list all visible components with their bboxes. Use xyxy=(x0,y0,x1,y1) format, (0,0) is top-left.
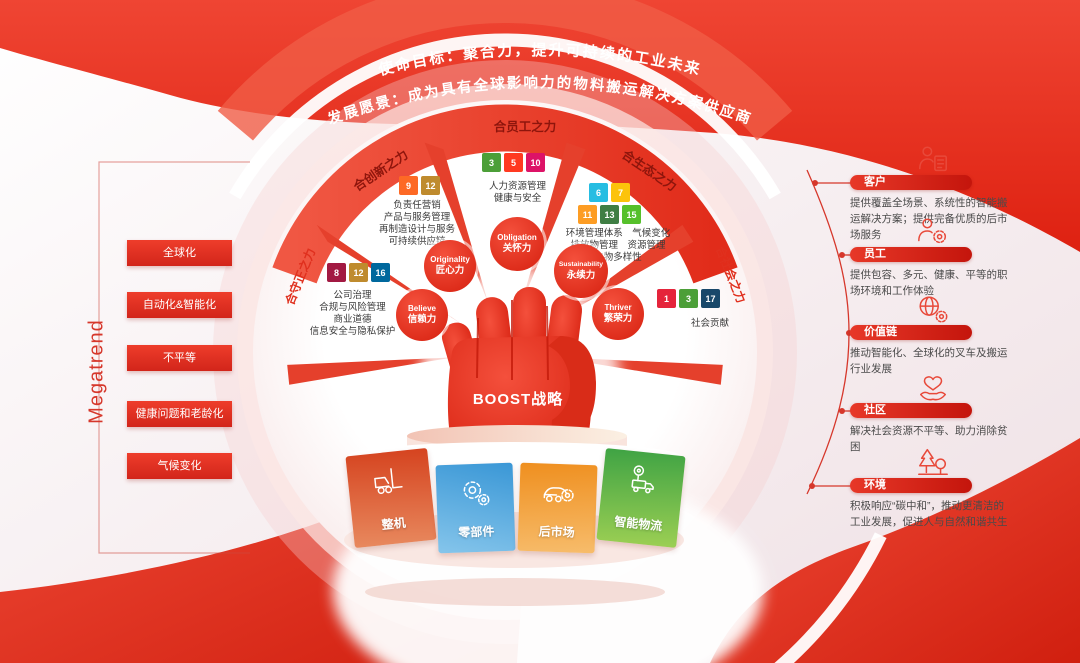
sdg-tile: 7 xyxy=(611,183,630,202)
stakeholder-pill-employee: 员工 xyxy=(850,247,972,262)
sdg-tile: 17 xyxy=(701,289,720,308)
pedestal-segment-parts: 零部件 xyxy=(435,462,516,554)
car-gear-icon xyxy=(543,487,574,503)
sector-text-employee: 人力资源管理 健康与安全 xyxy=(488,181,546,204)
megatrend-bracket xyxy=(98,161,250,554)
bottom-right-swoosh xyxy=(710,438,1080,663)
stakeholder-desc-community: 解决社会资源不平等、助力消除贫困 xyxy=(850,425,1008,453)
power-circle-originality: Originality 匠心力 xyxy=(424,240,476,292)
drum-top xyxy=(346,442,682,472)
pedestal-segment-complete-machines: 整机 xyxy=(345,447,437,549)
small-cylinder-top xyxy=(407,425,627,447)
sdg-tiles-integrity: 8 12 16 xyxy=(327,263,390,282)
stakeholder-desc-environment: 积极响应“碳中和”，推动更清洁的工业发展，促进人与自然和谐共生 xyxy=(850,500,1008,528)
stakeholder-pill-community: 社区 xyxy=(850,403,972,418)
pedestal-segment-label: 零部件 xyxy=(458,524,495,540)
stakeholder-desc-employee: 提供包容、多元、健康、平等的职场环境和工作体验 xyxy=(850,269,1008,297)
outer-light-arc xyxy=(217,0,793,141)
forklift-icon xyxy=(374,468,403,495)
power-circle-believe: Believe 信赖力 xyxy=(396,289,448,341)
megatrend-title: Megatrend xyxy=(85,319,108,424)
value-chain-icon xyxy=(919,296,948,323)
sdg-tile: 3 xyxy=(679,289,698,308)
power-circle-obligation: Obligation 关怀力 xyxy=(490,217,544,271)
sdg-tile: 6 xyxy=(589,183,608,202)
outer-white-arc xyxy=(229,33,781,200)
sdg-tile: 9 xyxy=(399,176,418,195)
pedestal-segment-label: 后市场 xyxy=(538,524,575,540)
arc-label-employee: 合员工之力 xyxy=(493,120,557,134)
pin-truck-icon xyxy=(631,465,654,494)
bottom-right-white-arc xyxy=(774,532,887,663)
sdg-tile: 1 xyxy=(657,289,676,308)
pedestal-segment-smart-logistics: 智能物流 xyxy=(596,448,686,548)
sdg-tiles-innovation: 9 12 xyxy=(399,176,440,195)
community-icon xyxy=(919,376,947,401)
stakeholder-desc-value-chain: 推动智能化、全球化的叉车及搬运行业发展 xyxy=(850,347,1008,375)
trend-box-inequality: 不平等 xyxy=(127,345,232,371)
sdg-tiles-ecology-row1: 6 7 xyxy=(589,183,630,202)
sdg-tiles-ecology-row2: 11 13 15 xyxy=(578,205,641,224)
sector-text-innovation: 负责任营销 产品与服务管理 再制造设计与服务 可持续供应链 xyxy=(378,200,455,247)
stakeholder-pill-environment: 环境 xyxy=(850,478,972,493)
sdg-tiles-employee: 3 5 10 xyxy=(482,153,545,172)
customer-icon xyxy=(919,146,947,172)
sdg-tile: 11 xyxy=(578,205,597,224)
power-circle-thriver: Thriver 繁荣力 xyxy=(592,288,644,340)
power-circle-sustainability: Sustainability 永续力 xyxy=(554,244,608,298)
trend-box-climate: 气候变化 xyxy=(127,453,232,479)
stakeholder-pill-customer: 客户 xyxy=(850,175,972,190)
sdg-tile: 12 xyxy=(349,263,368,282)
boost-strategy-label: BOOST战略 xyxy=(472,391,564,408)
pedestal-shadow xyxy=(365,578,665,606)
sdg-tile: 15 xyxy=(622,205,641,224)
employee-icon xyxy=(918,218,947,244)
pedestal-segment-label: 整机 xyxy=(381,515,407,533)
sdg-tile: 13 xyxy=(600,205,619,224)
pedestal-segment-label: 智能物流 xyxy=(613,514,663,534)
environment-icon xyxy=(918,448,948,476)
sdg-tile: 16 xyxy=(371,263,390,282)
stakeholder-pill-value-chain: 价值链 xyxy=(850,325,972,340)
sector-text-society: 社会贡献 xyxy=(690,318,729,329)
sdg-tile: 3 xyxy=(482,153,501,172)
sector-text-integrity: 公司治理 合规与风险管理 商业道德 信息安全与隐私保护 xyxy=(309,290,396,337)
red-ring-band xyxy=(272,104,738,284)
pedestal-segment-aftermarket: 后市场 xyxy=(517,462,598,554)
sector-text-ecology: 环境管理体系 气候变化 排放物管理 资源管理 生物多样性 xyxy=(565,228,671,263)
trend-box-globalization: 全球化 xyxy=(127,240,232,266)
trend-box-health-aging: 健康问题和老龄化 xyxy=(127,401,232,427)
sdg-tile: 10 xyxy=(526,153,545,172)
sdg-tile: 8 xyxy=(327,263,346,282)
sdg-tiles-society: 1 3 17 xyxy=(657,289,720,308)
trend-box-automation: 自动化&智能化 xyxy=(127,292,232,318)
gear-wrench-icon xyxy=(463,481,489,506)
sdg-tile: 5 xyxy=(504,153,523,172)
sdg-tile: 12 xyxy=(421,176,440,195)
